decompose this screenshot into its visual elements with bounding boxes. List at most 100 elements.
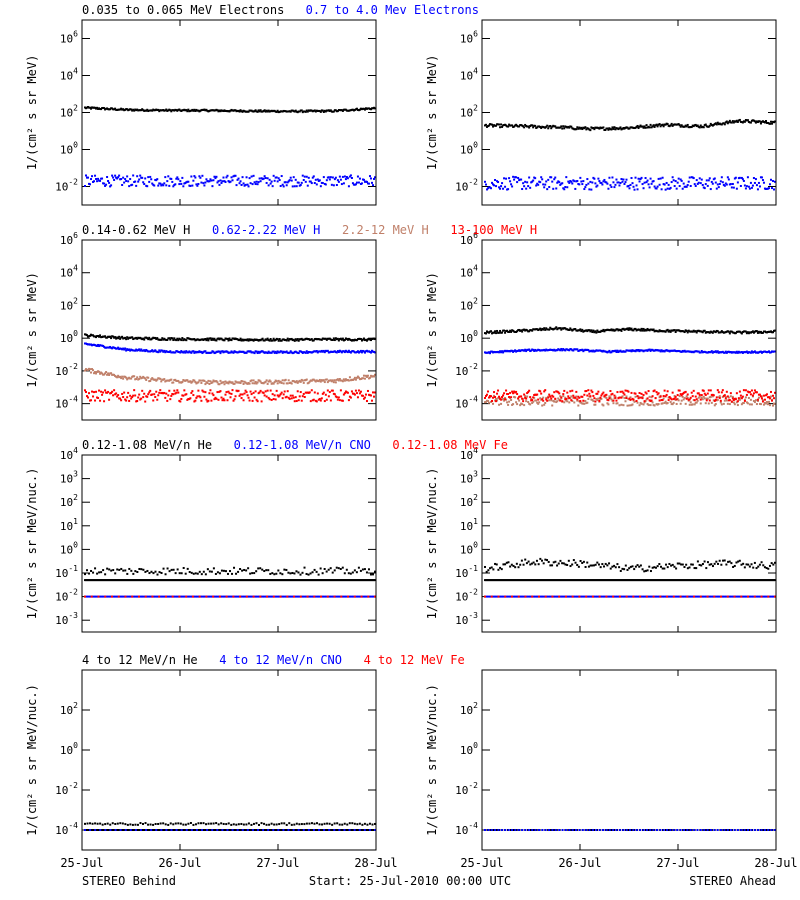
data-point — [492, 183, 495, 186]
data-point — [653, 125, 656, 128]
data-point — [209, 109, 212, 112]
data-point — [625, 328, 628, 331]
data-point — [135, 336, 138, 339]
data-point — [718, 559, 721, 562]
data-point — [237, 339, 240, 342]
data-point — [94, 335, 97, 338]
data-point — [206, 568, 209, 571]
data-point — [544, 183, 547, 186]
data-point — [704, 402, 707, 405]
data-point — [553, 125, 556, 128]
data-point — [329, 350, 332, 353]
data-point — [630, 327, 633, 330]
data-point — [537, 595, 540, 598]
data-point — [104, 184, 107, 187]
data-point — [336, 350, 339, 353]
data-point — [244, 381, 247, 384]
data-point — [234, 350, 237, 353]
data-point — [501, 350, 504, 353]
data-point — [352, 378, 355, 381]
y-tick-label: 100 — [60, 141, 78, 157]
data-point — [576, 579, 579, 582]
data-point — [625, 579, 628, 582]
data-point — [247, 185, 250, 188]
data-point — [610, 398, 613, 401]
data-point — [640, 125, 643, 128]
data-point — [718, 396, 721, 399]
data-point — [272, 382, 275, 385]
data-point — [172, 595, 175, 598]
data-point — [669, 186, 672, 189]
data-point — [264, 579, 267, 582]
data-point — [687, 126, 690, 129]
data-point — [266, 382, 269, 385]
data-point — [358, 378, 361, 381]
data-point — [207, 379, 210, 382]
data-point — [494, 178, 497, 181]
data-point — [252, 595, 255, 598]
data-point — [671, 595, 674, 598]
data-point — [158, 349, 161, 352]
data-point — [303, 110, 306, 113]
data-point — [543, 579, 546, 582]
data-point — [632, 329, 635, 332]
data-point — [706, 331, 709, 334]
data-point — [599, 566, 602, 569]
data-point — [284, 579, 287, 582]
data-point — [149, 109, 152, 112]
data-point — [313, 568, 316, 571]
data-point — [141, 108, 144, 111]
data-point — [263, 109, 266, 112]
data-point — [750, 119, 753, 122]
data-point — [542, 562, 545, 565]
data-point — [303, 396, 306, 399]
data-point — [489, 595, 492, 598]
data-point — [665, 563, 668, 566]
data-point — [595, 331, 598, 334]
data-point — [667, 330, 670, 333]
data-point — [362, 107, 365, 110]
data-point — [363, 568, 366, 571]
data-point — [287, 579, 290, 582]
data-point — [588, 395, 591, 398]
data-point — [574, 595, 577, 598]
data-point — [174, 595, 177, 598]
data-point — [569, 179, 572, 182]
data-point — [513, 350, 516, 353]
data-point — [320, 349, 323, 352]
data-point — [97, 396, 100, 399]
data-point — [555, 390, 558, 393]
data-point — [351, 579, 354, 582]
data-point — [662, 397, 665, 400]
data-point — [196, 109, 199, 112]
data-point — [175, 391, 178, 394]
data-point — [570, 395, 573, 398]
data-point — [632, 126, 635, 129]
data-point — [339, 579, 342, 582]
data-point — [271, 110, 274, 113]
data-point — [93, 372, 96, 375]
data-point — [523, 185, 526, 188]
data-point — [282, 350, 285, 353]
data-point — [661, 330, 664, 333]
data-point — [710, 350, 713, 353]
data-point — [523, 393, 526, 396]
data-point — [529, 396, 532, 399]
data-point — [576, 563, 579, 566]
data-point — [327, 337, 330, 340]
data-point — [565, 579, 568, 582]
data-point — [168, 108, 171, 111]
data-point — [656, 565, 659, 568]
data-point — [743, 399, 746, 402]
data-point — [282, 338, 285, 341]
data-point — [125, 108, 128, 111]
data-point — [739, 184, 742, 187]
data-point — [316, 338, 319, 341]
data-point — [696, 392, 699, 395]
data-point — [354, 351, 357, 354]
data-point — [510, 563, 513, 566]
data-point — [630, 404, 633, 407]
data-point — [593, 403, 596, 406]
data-point — [728, 119, 731, 122]
data-point — [606, 351, 609, 354]
